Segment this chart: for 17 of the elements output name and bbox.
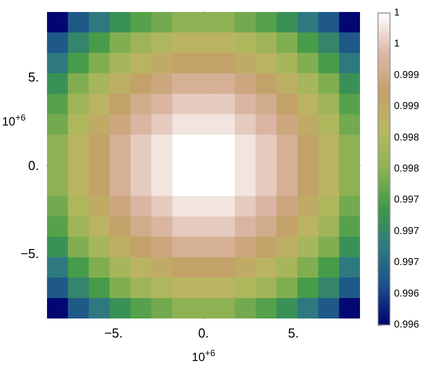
color-bar-label: 0.998	[394, 164, 420, 174]
color-bar-label: 0.998	[394, 132, 420, 144]
x-tick-label: 0.	[198, 326, 209, 340]
x-tick-label: −5.	[104, 326, 123, 340]
color-bar-label: 0.997	[394, 194, 420, 206]
y-tick-label: 5.	[28, 70, 39, 85]
color-bar-label: 0.999	[394, 70, 420, 81]
color-bar-label: 0.996	[394, 320, 420, 330]
color-bar-label: 0.996	[394, 288, 420, 300]
y-tick-label: 0.	[28, 158, 39, 173]
x-tick-label: 5.	[288, 326, 299, 340]
color-bar-label: 1	[394, 8, 400, 18]
y-tick-label: −5.	[20, 246, 39, 261]
color-bar-label: 0.999	[394, 101, 420, 112]
color-bar-label: 0.997	[394, 257, 420, 268]
color-bar-label: 1	[394, 38, 400, 50]
color-bar-label: 0.997	[394, 226, 420, 237]
